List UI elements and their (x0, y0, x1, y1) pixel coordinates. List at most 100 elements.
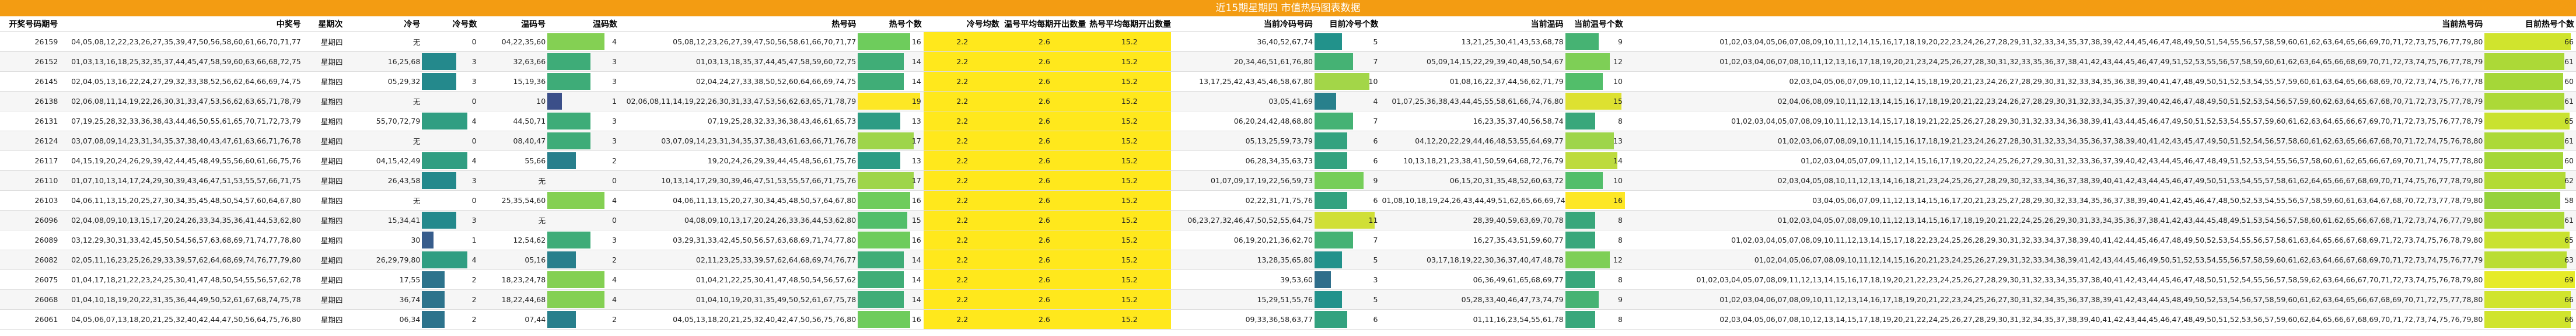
bar-value: 17 (911, 176, 921, 185)
column-header[interactable]: 热号码 (618, 16, 858, 32)
value-bar (422, 291, 445, 308)
table-row[interactable]: 26061 04,05,06,07,13,18,20,21,25,32,40,42… (0, 309, 2576, 330)
warm-count-cell: 4 (547, 32, 619, 52)
warm-count-cell: 3 (547, 230, 619, 250)
table-row[interactable]: 26075 01,04,17,18,21,22,23,24,25,30,41,47… (0, 270, 2576, 290)
hot-avg-cell: 15.2 (1088, 250, 1172, 270)
cold-count-cell: 2 (422, 309, 479, 330)
table-row[interactable]: 26152 01,03,13,16,18,25,32,35,37,44,45,47… (0, 51, 2576, 72)
column-header[interactable]: 冷号均数 (923, 16, 1001, 32)
period-cell: 26138 (0, 91, 60, 111)
column-header[interactable]: 开奖号码期号 (0, 16, 60, 32)
warm-count-cell: 3 (547, 71, 619, 92)
column-header[interactable]: 温码号 (478, 16, 548, 32)
table-row[interactable]: 26131 07,19,25,28,32,33,36,38,43,44,46,50… (0, 111, 2576, 131)
table-row[interactable]: 26103 04,06,11,13,15,20,25,27,30,34,35,45… (0, 190, 2576, 211)
draw-numbers-cell: 03,12,29,30,31,33,42,45,50,54,56,57,63,6… (60, 230, 303, 250)
cold-count-cell: 2 (422, 289, 479, 310)
current-cold-cell: 09,33,36,58,63,77 (1171, 309, 1315, 330)
column-header[interactable]: 当前温号个数 (1565, 16, 1625, 32)
bar-value: 3 (612, 136, 617, 145)
hot-count-cell: 15 (858, 210, 924, 230)
current-hot-count-cell: 60 (2484, 150, 2576, 171)
warm-numbers-cell: 15,19,36 (478, 71, 548, 92)
value-bar (422, 232, 434, 249)
warm-count-cell: 2 (547, 150, 619, 171)
column-header[interactable]: 中奖号 (60, 16, 303, 32)
table-row[interactable]: 26138 02,06,08,11,14,19,22,26,30,31,33,47… (0, 91, 2576, 111)
value-bar (2484, 152, 2563, 169)
value-bar (2484, 192, 2561, 209)
column-header[interactable]: 当前温码 (1380, 16, 1565, 32)
cold-avg-cell: 2.2 (923, 170, 1001, 191)
warm-count-cell: 3 (547, 131, 619, 151)
warm-numbers-cell: 55,66 (478, 150, 548, 171)
bar-value: 12 (1613, 256, 1623, 264)
cold-numbers-cell: 无 (344, 131, 422, 151)
current-hot-count-cell: 66 (2484, 289, 2576, 310)
column-header[interactable]: 星期次 (302, 16, 345, 32)
value-bar (547, 152, 576, 169)
column-header[interactable]: 温号平均每期开出数量 (1001, 16, 1088, 32)
current-cold-cell: 06,28,34,35,63,73 (1171, 150, 1315, 171)
table-row[interactable]: 26159 04,05,08,12,22,23,26,27,35,39,47,50… (0, 32, 2576, 52)
weekday-cell: 星期四 (302, 51, 345, 72)
value-bar (2484, 271, 2575, 288)
bar-value: 4 (612, 275, 617, 284)
cold-numbers-cell: 04,15,42,49 (344, 150, 422, 171)
current-hot-cell: 01,02,03,04,05,07,08,09,10,11,12,13,14,1… (1624, 230, 2485, 250)
bar-value: 61 (2564, 216, 2574, 225)
column-header[interactable]: 热号平均每期开出数量 (1088, 16, 1172, 32)
column-header[interactable]: 当前冷码号码 (1171, 16, 1315, 32)
bar-value: 66 (2564, 37, 2574, 46)
cold-avg-cell: 2.2 (923, 32, 1001, 52)
bar-value: 62 (2564, 176, 2574, 185)
column-header[interactable]: 冷号数 (422, 16, 479, 32)
column-header[interactable]: 温码数 (547, 16, 619, 32)
table-row[interactable]: 26089 03,12,29,30,31,33,42,45,50,54,56,57… (0, 230, 2576, 250)
table-row[interactable]: 26082 02,05,11,16,23,25,26,29,33,39,57,62… (0, 250, 2576, 270)
bar-value: 3 (612, 236, 617, 244)
bar-value: 7 (1373, 236, 1378, 244)
column-header[interactable]: 当前热号码 (1624, 16, 2485, 32)
current-hot-cell: 01,02,03,04,06,07,08,10,11,12,13,16,17,1… (1624, 51, 2485, 72)
current-warm-cell: 16,27,35,43,51,59,60,77 (1380, 230, 1565, 250)
bar-value: 66 (2564, 295, 2574, 304)
value-bar (2484, 232, 2570, 249)
value-bar (2484, 251, 2567, 268)
table-row[interactable]: 26117 04,15,19,20,24,26,29,39,42,44,45,48… (0, 150, 2576, 171)
warm-numbers-cell: 08,40,47 (478, 131, 548, 151)
hot-numbers-cell: 02,04,24,27,33,38,50,52,60,64,66,69,74,7… (618, 71, 858, 92)
column-header[interactable]: 目前热号个数 (2484, 16, 2576, 32)
bar-value: 3 (471, 176, 477, 185)
table-body: 26159 04,05,08,12,22,23,26,27,35,39,47,50… (0, 32, 2576, 330)
period-cell: 26075 (0, 270, 60, 290)
cold-avg-cell: 2.2 (923, 230, 1001, 250)
column-header[interactable]: 目前冷号个数 (1314, 16, 1380, 32)
hot-numbers-cell: 01,03,13,18,35,37,44,45,47,58,59,60,72,7… (618, 51, 858, 72)
bar-value: 15 (1613, 97, 1623, 106)
hot-numbers-cell: 04,06,11,13,15,20,27,30,34,45,48,50,57,6… (618, 190, 858, 211)
cold-count-cell: 1 (422, 230, 479, 250)
current-cold-cell: 06,20,24,42,48,68,80 (1171, 111, 1315, 131)
bar-value: 16 (1613, 196, 1623, 205)
value-bar (858, 232, 911, 249)
weekday-cell: 星期四 (302, 250, 345, 270)
warm-avg-cell: 2.6 (1001, 150, 1088, 171)
value-bar (547, 251, 576, 268)
table-row[interactable]: 26096 02,04,08,09,10,13,15,17,20,24,26,33… (0, 210, 2576, 230)
warm-avg-cell: 2.6 (1001, 111, 1088, 131)
value-bar (547, 271, 605, 288)
weekday-cell: 星期四 (302, 32, 345, 52)
table-row[interactable]: 26110 01,07,10,13,14,17,24,29,30,39,43,46… (0, 170, 2576, 191)
table-row[interactable]: 26068 01,04,10,18,19,20,22,31,35,36,44,49… (0, 289, 2576, 310)
table-row[interactable]: 26124 03,07,08,09,14,23,31,34,35,37,38,40… (0, 131, 2576, 151)
column-header[interactable]: 冷号 (344, 16, 422, 32)
table-row[interactable]: 26145 02,04,05,13,16,22,24,27,29,32,33,38… (0, 71, 2576, 92)
warm-numbers-cell: 25,35,54,60 (478, 190, 548, 211)
value-bar (2484, 73, 2563, 90)
current-hot-count-cell: 66 (2484, 309, 2576, 330)
value-bar (547, 73, 590, 90)
current-cold-cell: 36,40,52,67,74 (1171, 32, 1315, 52)
column-header[interactable]: 热号个数 (858, 16, 924, 32)
